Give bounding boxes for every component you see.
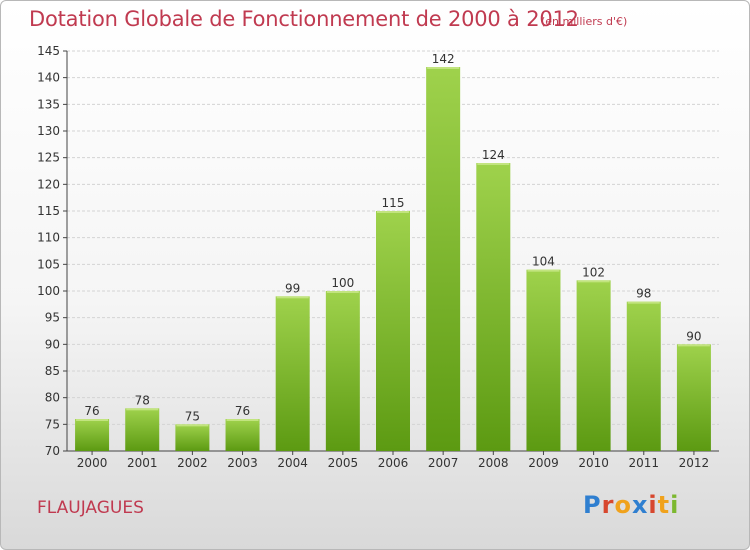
bar-highlight bbox=[276, 296, 309, 299]
logo-letter: r bbox=[601, 491, 615, 519]
bar-highlight bbox=[527, 269, 560, 272]
y-tick-label: 125 bbox=[37, 151, 60, 165]
y-tick-label: 120 bbox=[37, 177, 60, 191]
proxiti-logo[interactable]: Proxiti bbox=[583, 491, 679, 519]
chart-title: Dotation Globale de Fonctionnement de 20… bbox=[29, 7, 579, 31]
value-label: 104 bbox=[532, 255, 555, 269]
logo-letter: t bbox=[657, 491, 671, 519]
bar bbox=[376, 211, 410, 451]
y-tick-label: 140 bbox=[37, 71, 60, 85]
y-tick-label: 105 bbox=[37, 257, 60, 271]
x-tick-label: 2009 bbox=[528, 456, 559, 470]
value-label: 76 bbox=[235, 404, 250, 418]
bar bbox=[75, 419, 110, 451]
bar-highlight bbox=[126, 408, 159, 411]
bar-highlight bbox=[677, 344, 710, 347]
logo-letter: P bbox=[583, 491, 602, 519]
x-tick-label: 2004 bbox=[277, 456, 308, 470]
bar bbox=[626, 301, 661, 451]
bar bbox=[275, 296, 310, 451]
y-tick-label: 80 bbox=[45, 391, 60, 405]
bar-highlight bbox=[326, 291, 359, 293]
x-tick-label: 2008 bbox=[478, 456, 509, 470]
bar-highlight bbox=[477, 163, 510, 165]
y-tick-label: 100 bbox=[37, 284, 60, 298]
x-tick-label: 2006 bbox=[378, 456, 409, 470]
value-label: 115 bbox=[382, 196, 405, 210]
labels: 70 75 80 85 90 95 100 105 110 115 120 125 130 135 140 1… bbox=[37, 44, 709, 470]
x-tick-label: 2003 bbox=[227, 456, 258, 470]
value-label: 142 bbox=[432, 52, 455, 66]
y-tick-label: 130 bbox=[37, 124, 60, 138]
bar-highlight bbox=[377, 211, 409, 213]
bar bbox=[225, 419, 260, 451]
y-tick-label: 90 bbox=[45, 337, 60, 351]
y-tick-label: 75 bbox=[45, 417, 60, 431]
bar bbox=[526, 269, 561, 451]
logo-letter: i bbox=[670, 491, 680, 519]
x-tick-label: 2011 bbox=[628, 456, 659, 470]
value-label: 100 bbox=[331, 276, 354, 290]
bar-chart: 70 75 80 85 90 95 100 105 110 115 120 125 130 135 140 1… bbox=[37, 44, 719, 470]
value-label: 124 bbox=[482, 148, 505, 162]
x-tick-label: 2001 bbox=[127, 456, 158, 470]
y-tick-label: 110 bbox=[37, 231, 60, 245]
bar bbox=[325, 291, 360, 451]
value-label: 90 bbox=[686, 329, 701, 343]
bar-highlight bbox=[427, 67, 460, 69]
y-tick-label: 70 bbox=[45, 444, 60, 458]
y-tick-label: 145 bbox=[37, 44, 60, 58]
value-label: 76 bbox=[84, 404, 99, 418]
x-tick-label: 2007 bbox=[428, 456, 459, 470]
bar bbox=[125, 408, 160, 451]
logo-letter: i bbox=[648, 491, 658, 519]
bar bbox=[676, 344, 711, 451]
bar-highlight bbox=[577, 280, 610, 283]
bar-highlight bbox=[627, 301, 660, 304]
y-tick-label: 115 bbox=[37, 204, 60, 218]
bar-highlight bbox=[226, 419, 259, 421]
bar bbox=[175, 424, 210, 451]
x-tick-label: 2012 bbox=[679, 456, 710, 470]
value-label: 99 bbox=[285, 281, 300, 295]
chart-subtitle: (en milliers d'€) bbox=[541, 15, 628, 28]
value-label: 75 bbox=[185, 409, 200, 423]
bars bbox=[75, 67, 711, 451]
bar-highlight bbox=[176, 424, 209, 427]
value-label: 102 bbox=[582, 265, 605, 279]
x-tick-label: 2005 bbox=[328, 456, 359, 470]
value-label: 98 bbox=[636, 287, 651, 301]
y-tick-label: 135 bbox=[37, 97, 60, 111]
bar bbox=[476, 163, 511, 451]
bar bbox=[576, 280, 611, 451]
y-tick-label: 85 bbox=[45, 364, 60, 378]
logo-letter: o bbox=[614, 491, 632, 519]
y-tick-label: 95 bbox=[45, 311, 60, 325]
x-tick-label: 2002 bbox=[177, 456, 208, 470]
bar bbox=[426, 67, 461, 451]
x-tick-label: 2010 bbox=[578, 456, 609, 470]
bar-highlight bbox=[76, 419, 109, 421]
city-name: FLAUJAGUES bbox=[37, 498, 144, 518]
logo-letter: x bbox=[631, 491, 649, 519]
x-tick-label: 2000 bbox=[77, 456, 108, 470]
value-label: 78 bbox=[135, 393, 150, 407]
